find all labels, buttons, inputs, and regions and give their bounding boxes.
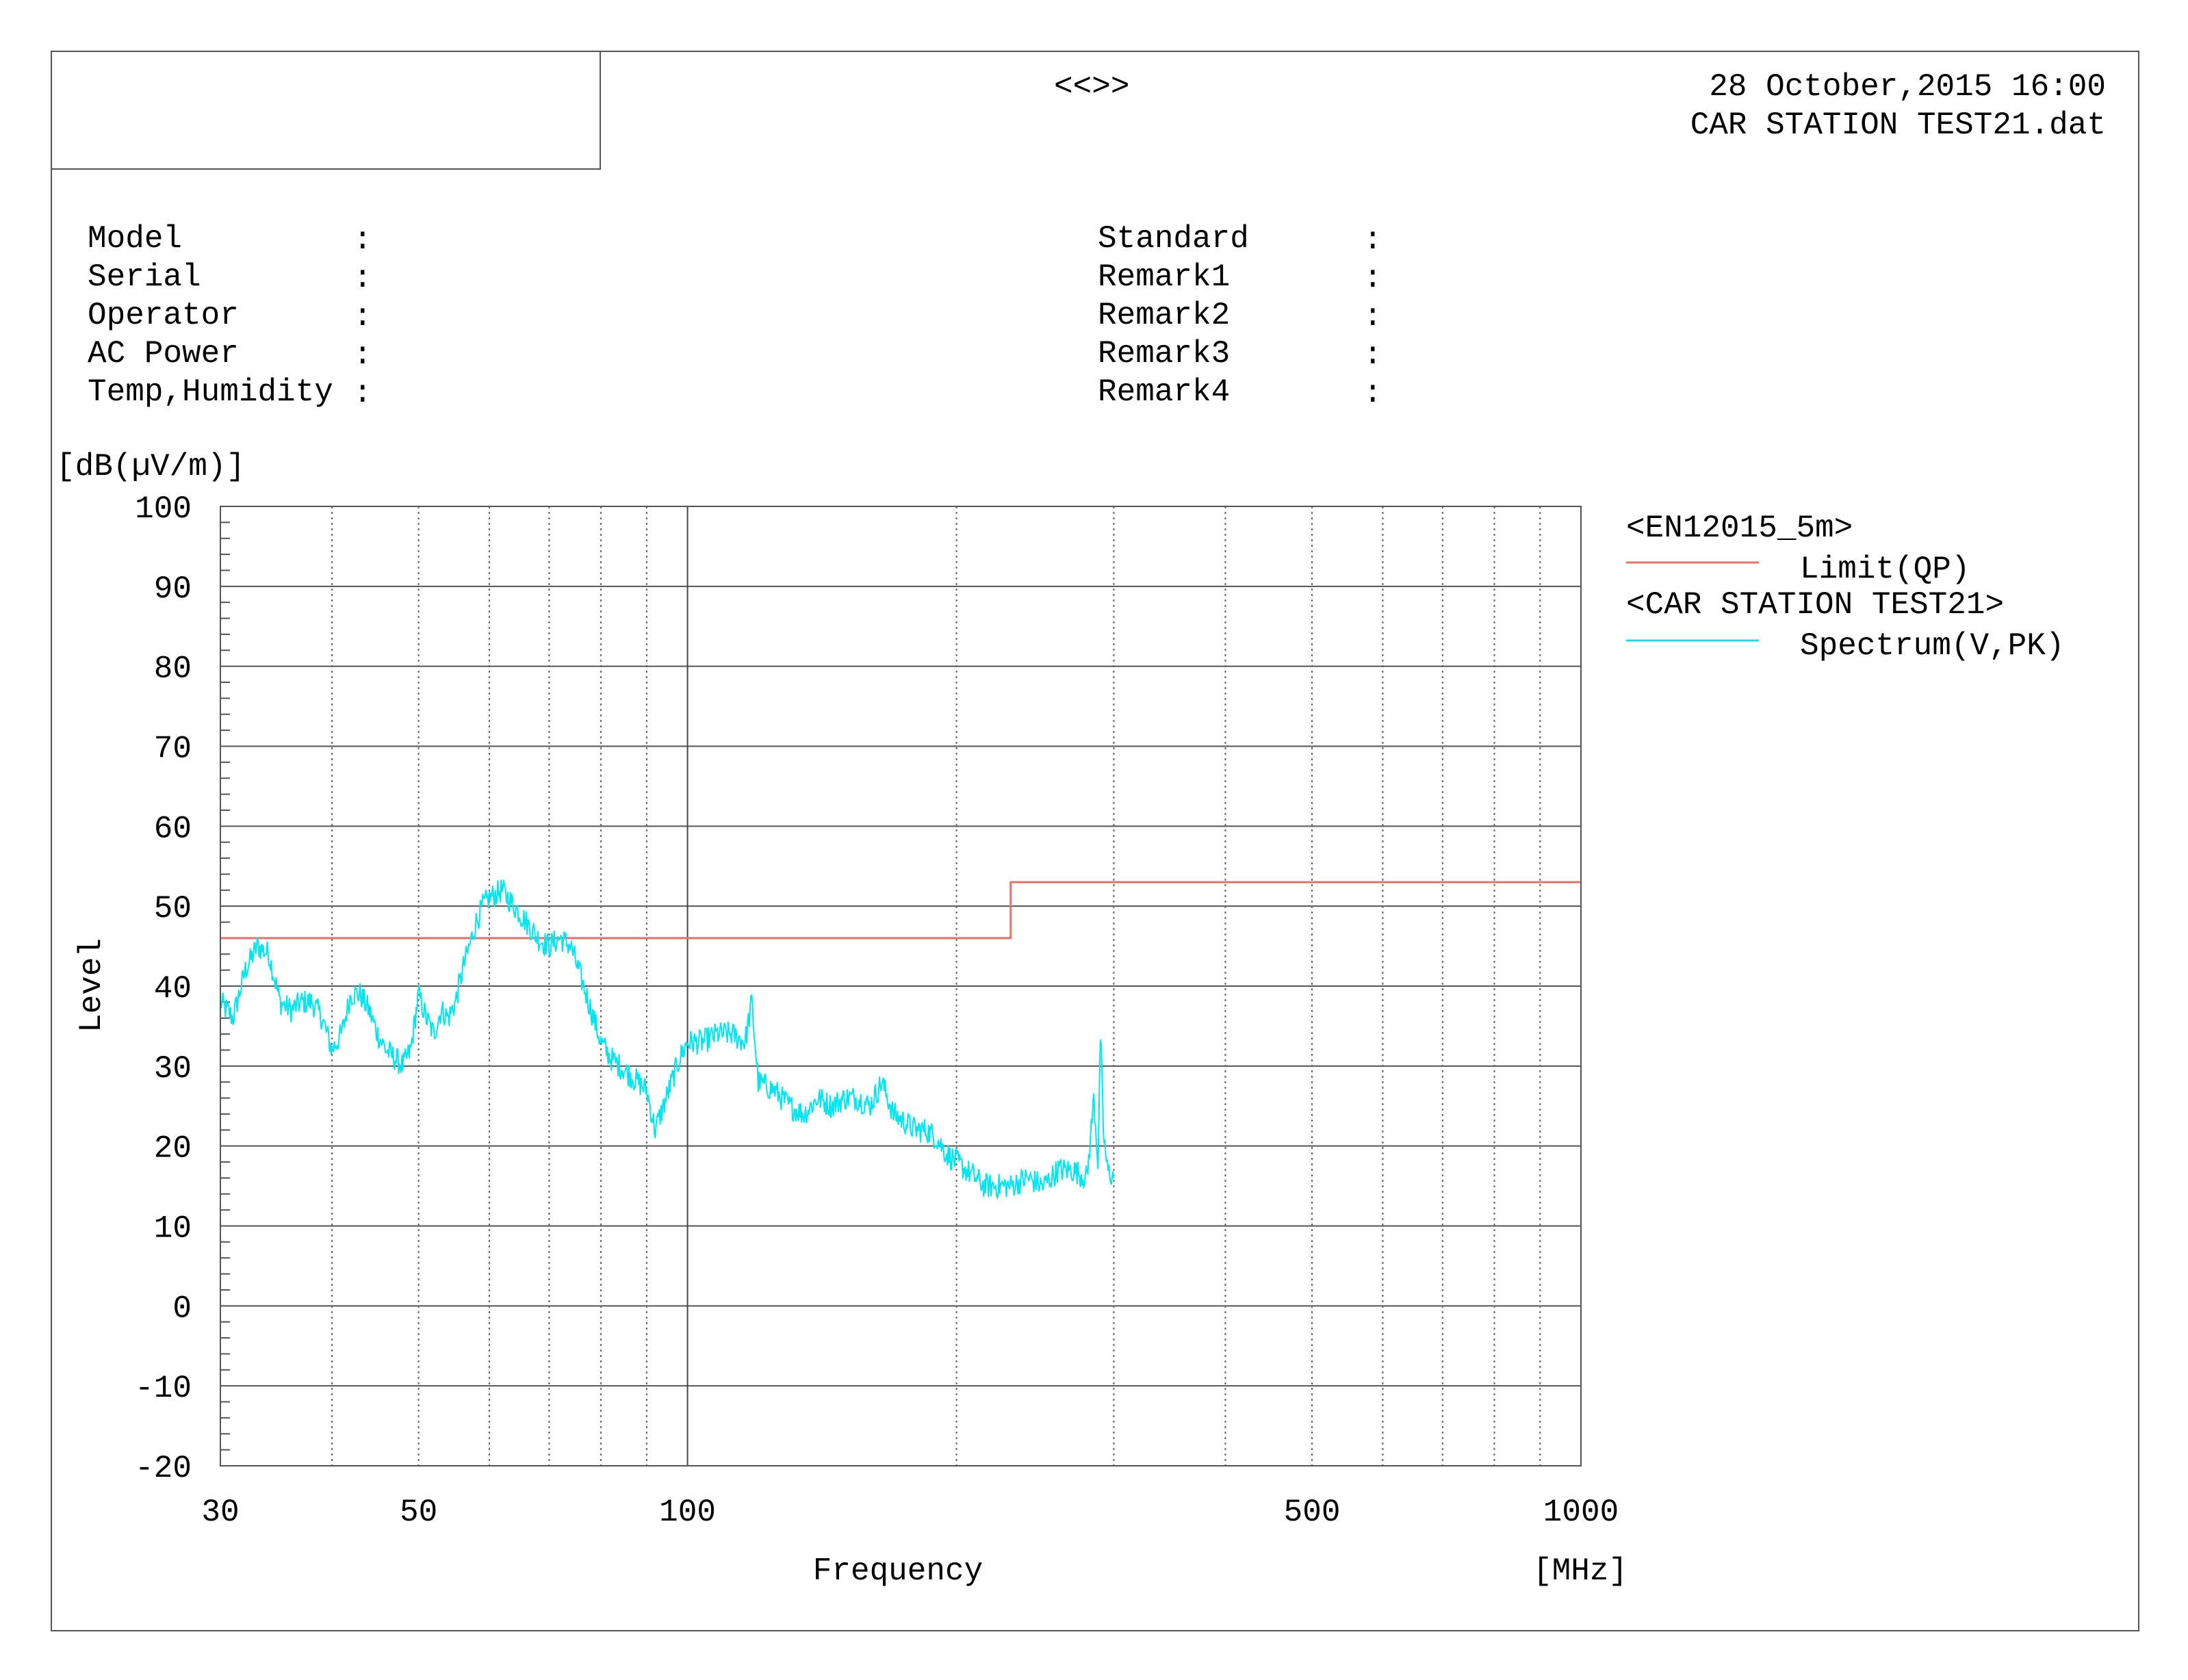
y-tick-label: 30 [154,1051,192,1087]
x-tick-label: 30 [201,1495,239,1530]
legend: <EN12015_5m> Limit(QP)<CAR STATION TEST21… [1626,511,2064,664]
meta-label-model: Model [88,221,183,257]
y-unit-label: [dB(µV/m)] [56,449,245,484]
meta-label-remark4: Remark4 [1098,374,1231,410]
y-tick-label: 100 [135,491,192,527]
meta-colon: : [1363,299,1382,335]
y-tick-label: 70 [154,732,192,767]
meta-colon: : [353,299,372,335]
logo-box [51,51,601,170]
y-tick-label: 10 [154,1211,192,1247]
x-tick-label: 100 [659,1495,716,1530]
x-axis-label: Frequency [813,1553,983,1589]
meta-colon: : [353,337,372,373]
y-tick-label: -10 [135,1371,192,1406]
y-tick-label: 80 [154,651,192,687]
meta-label-remark2: Remark2 [1098,298,1231,333]
meta-label-ac-power: AC Power [88,336,239,372]
y-tick-label: 50 [154,891,192,927]
y-axis-label: Level [74,938,110,1033]
legend-group-label: <EN12015_5m> [1626,511,1853,546]
x-tick-label: 1000 [1543,1495,1619,1530]
x-tick-label: 50 [400,1495,437,1530]
meta-colon: : [353,376,372,411]
y-tick-label: 60 [154,811,192,847]
report-title: <<>> [1054,69,1130,105]
meta-colon: : [353,222,372,258]
y-tick-label: 0 [172,1291,192,1326]
meta-label-temp-humidity: Temp,Humidity [88,374,333,410]
y-tick-label: 40 [154,971,192,1007]
meta-label-operator: Operator [88,298,239,333]
series-layer [220,879,1581,1200]
x-unit-label: [MHz] [1533,1553,1627,1589]
spectrum-trace [220,879,1115,1200]
report-filename: CAR STATION TEST21.dat [1690,107,2106,143]
meta-colon: : [1363,376,1382,411]
meta-colon: : [353,261,372,296]
legend-entry-label: Spectrum(V,PK) [1800,628,2064,664]
legend-entry-label: Limit(QP) [1800,552,1970,587]
y-tick-label: -20 [135,1451,192,1486]
limit-line [220,881,1581,940]
meta-label-remark1: Remark1 [1098,259,1231,295]
x-tick-label: 500 [1284,1495,1341,1530]
meta-colon: : [1363,261,1382,296]
meta-colon: : [1363,222,1382,258]
legend-group-label: <CAR STATION TEST21> [1626,587,2004,623]
grid-lines [220,506,1581,1466]
report-datetime: 28 October,2015 16:00 [1709,69,2106,105]
meta-colon: : [1363,337,1382,373]
meta-label-standard: Standard [1098,221,1249,257]
y-tick-label: 90 [154,571,192,607]
y-tick-label: 20 [154,1131,192,1167]
page-frame [51,51,2139,1631]
meta-label-serial: Serial [88,259,201,295]
plot-area-frame [220,506,1582,1466]
meta-label-remark3: Remark3 [1098,336,1231,372]
